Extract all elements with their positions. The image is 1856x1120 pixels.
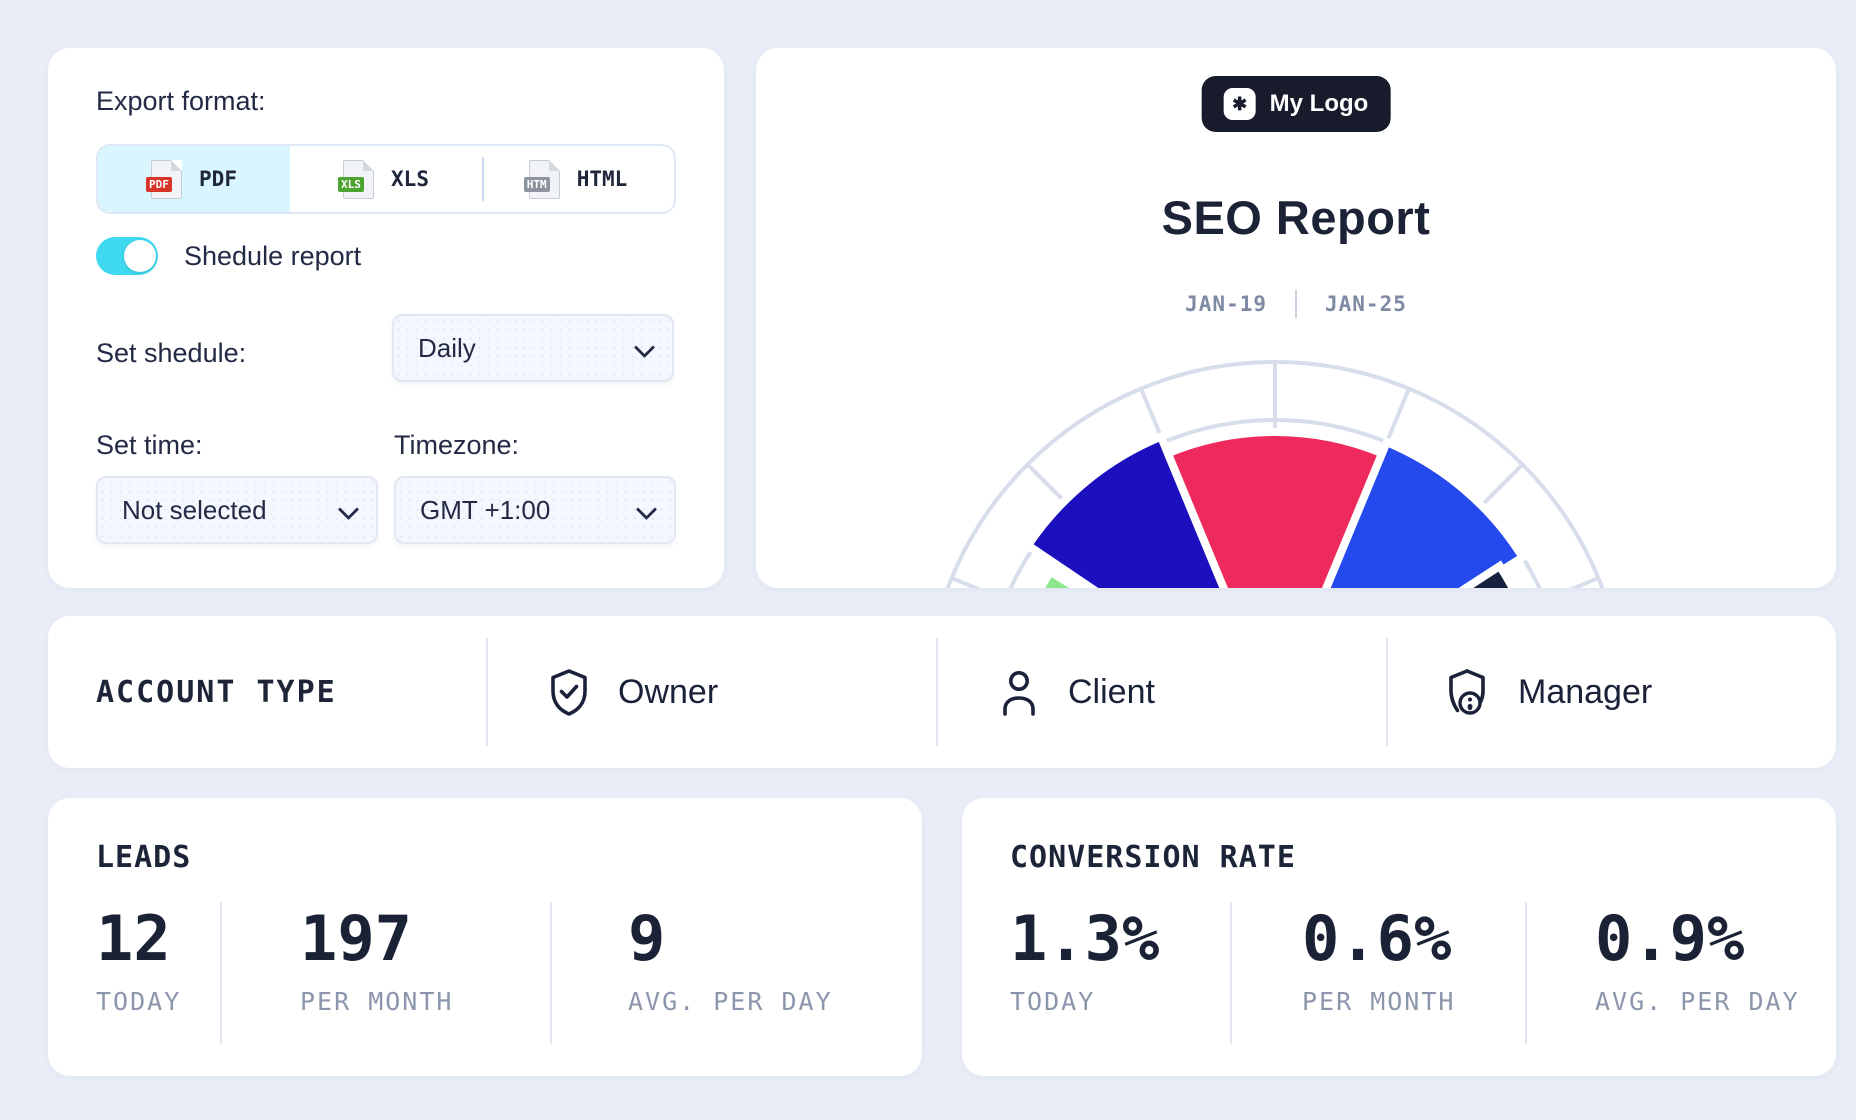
account-type-bar: ACCOUNT TYPE Owner Client Manager (48, 616, 1836, 768)
format-option-label: PDF (199, 167, 237, 191)
gauge-segment-navy (1458, 560, 1518, 588)
conversion-stats-row: 1.3% TODAY 0.6% PER MONTH 0.9% AVG. PER … (962, 902, 1836, 1048)
timezone-select[interactable]: GMT +1:00 (394, 476, 676, 544)
stat-label: AVG. PER DAY (1595, 987, 1800, 1017)
account-type-title-col: ACCOUNT TYPE (48, 616, 486, 768)
account-option-manager[interactable]: Manager (1386, 616, 1836, 768)
xls-file-badge: XLS (338, 176, 364, 192)
chevron-down-icon (636, 337, 652, 353)
conversion-rate-card: CONVERSION RATE 1.3% TODAY 0.6% PER MONT… (962, 798, 1836, 1076)
gauge-segment-bright-blue (1322, 436, 1529, 588)
export-format-label: Export format: (96, 86, 266, 116)
format-option-label: HTML (576, 167, 628, 191)
report-preview-card: ✱ My Logo SEO Report JAN-19 JAN-25 (756, 48, 1836, 588)
stat-today: 12 TODAY (48, 902, 220, 1048)
format-option-html[interactable]: HTM HTML (482, 146, 674, 212)
account-type-title: ACCOUNT TYPE (96, 674, 337, 710)
shield-check-icon (551, 669, 587, 716)
conversion-rate-title: CONVERSION RATE (1010, 840, 1296, 875)
pdf-file-icon: PDF (146, 159, 183, 199)
format-option-label: XLS (391, 167, 429, 191)
schedule-toggle[interactable] (96, 237, 158, 275)
leads-card: LEADS 12 TODAY 197 PER MONTH 9 AVG. PER … (48, 798, 922, 1076)
asterisk-logo-icon: ✱ (1223, 88, 1256, 120)
pdf-file-badge: PDF (146, 176, 172, 192)
html-file-badge: HTM (523, 176, 550, 192)
stat-today: 1.3% TODAY (962, 902, 1230, 1048)
gauge-chart (945, 360, 1605, 588)
leads-stats-row: 12 TODAY 197 PER MONTH 9 AVG. PER DAY (48, 902, 922, 1048)
chevron-down-icon (340, 499, 356, 515)
report-title: SEO Report (1161, 191, 1431, 244)
schedule-toggle-label: Shedule report (184, 240, 362, 271)
gauge-segment-red (1162, 428, 1388, 588)
schedule-select[interactable]: Daily (392, 314, 674, 382)
shield-person-icon (1449, 669, 1485, 715)
gauge-segment-green (1036, 566, 1085, 588)
format-option-xls[interactable]: XLS XLS (290, 146, 482, 212)
time-select[interactable]: Not selected (96, 476, 378, 544)
stat-value: 12 (96, 902, 171, 975)
stat-value: 1.3% (1010, 902, 1160, 975)
export-settings-card: Export format: PDF PDF XLS XLS HTM HTML … (48, 48, 724, 588)
leads-title: LEADS (96, 840, 192, 875)
timezone-label: Timezone: (394, 430, 520, 460)
stat-value: 0.6% (1302, 902, 1452, 975)
chevron-down-icon (638, 499, 654, 515)
person-icon (1003, 671, 1035, 716)
stat-value: 0.9% (1595, 902, 1745, 975)
report-date-range: JAN-19 JAN-25 (756, 290, 1836, 318)
export-format-segmented-control: PDF PDF XLS XLS HTM HTML (96, 144, 676, 214)
stat-avg-per-day: 0.9% AVG. PER DAY (1525, 902, 1836, 1048)
account-option-owner[interactable]: Owner (486, 616, 936, 768)
logo-badge[interactable]: ✱ My Logo (1201, 76, 1391, 132)
date-range-divider (1295, 290, 1297, 318)
html-file-icon: HTM (523, 159, 560, 199)
timezone-select-value: GMT +1:00 (420, 494, 551, 525)
stat-avg-per-day: 9 AVG. PER DAY (550, 902, 874, 1048)
stat-label: PER MONTH (300, 987, 454, 1017)
stat-label: AVG. PER DAY (628, 987, 833, 1017)
account-option-label: Manager (1518, 672, 1653, 711)
gauge-chart-wrap (756, 348, 1836, 588)
stat-value: 197 (300, 902, 412, 975)
account-option-label: Owner (618, 672, 719, 711)
account-option-client[interactable]: Client (936, 616, 1386, 768)
date-to: JAN-25 (1325, 292, 1407, 316)
schedule-toggle-row: Shedule report (96, 237, 361, 275)
logo-text: My Logo (1269, 90, 1369, 117)
schedule-select-value: Daily (418, 332, 476, 363)
stat-value: 9 (628, 902, 666, 975)
set-schedule-label: Set shedule: (96, 338, 247, 368)
format-option-pdf[interactable]: PDF PDF (98, 146, 290, 212)
toggle-knob (124, 240, 156, 272)
stat-label: TODAY (96, 987, 182, 1017)
stat-per-month: 0.6% PER MONTH (1230, 902, 1525, 1048)
date-from: JAN-19 (1185, 292, 1267, 316)
xls-file-icon: XLS (338, 159, 375, 199)
stat-label: TODAY (1010, 987, 1096, 1017)
time-select-value: Not selected (122, 494, 267, 525)
stat-label: PER MONTH (1302, 987, 1456, 1017)
set-time-label: Set time: (96, 430, 203, 460)
stat-per-month: 197 PER MONTH (220, 902, 550, 1048)
account-option-label: Client (1068, 672, 1155, 711)
